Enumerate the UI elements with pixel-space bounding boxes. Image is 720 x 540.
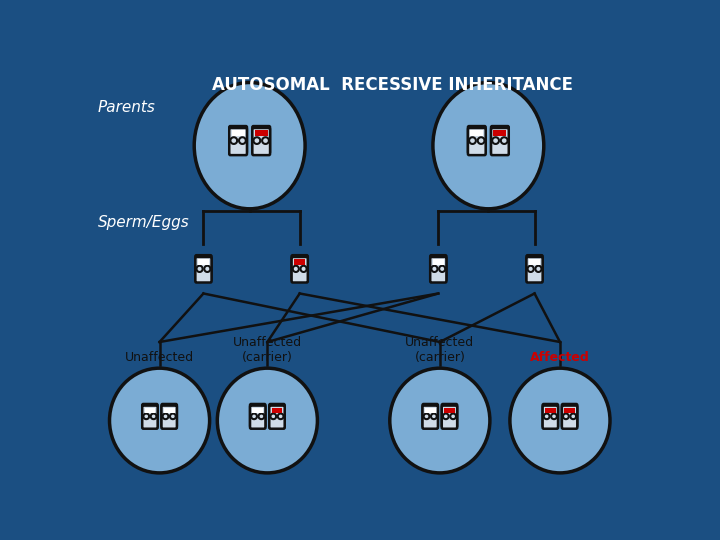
Bar: [425, 408, 436, 413]
FancyBboxPatch shape: [468, 128, 486, 155]
Bar: [198, 266, 210, 272]
Bar: [271, 414, 282, 418]
FancyBboxPatch shape: [250, 404, 266, 427]
FancyBboxPatch shape: [143, 406, 158, 429]
Bar: [470, 138, 483, 144]
FancyBboxPatch shape: [442, 406, 457, 429]
Bar: [271, 408, 282, 413]
Text: Unaffected: Unaffected: [125, 350, 194, 363]
FancyBboxPatch shape: [292, 257, 307, 282]
FancyBboxPatch shape: [526, 257, 543, 282]
FancyBboxPatch shape: [269, 406, 284, 429]
Bar: [255, 130, 268, 137]
FancyBboxPatch shape: [468, 126, 486, 153]
Bar: [294, 259, 305, 265]
FancyBboxPatch shape: [269, 404, 284, 427]
FancyBboxPatch shape: [292, 255, 307, 281]
Bar: [545, 408, 556, 413]
FancyBboxPatch shape: [491, 128, 509, 155]
Bar: [232, 130, 245, 137]
FancyBboxPatch shape: [195, 257, 212, 282]
Ellipse shape: [109, 368, 210, 473]
FancyBboxPatch shape: [423, 404, 438, 427]
Bar: [470, 130, 483, 137]
FancyBboxPatch shape: [431, 255, 446, 281]
FancyBboxPatch shape: [229, 126, 247, 153]
Bar: [564, 414, 575, 418]
FancyBboxPatch shape: [161, 404, 177, 427]
Ellipse shape: [390, 368, 490, 473]
Bar: [444, 408, 455, 413]
Bar: [145, 414, 156, 418]
Ellipse shape: [194, 83, 305, 209]
Text: Parents: Parents: [98, 100, 156, 114]
Text: Unaffected
(carrier): Unaffected (carrier): [405, 335, 474, 363]
FancyBboxPatch shape: [250, 406, 266, 429]
Bar: [493, 130, 506, 137]
Text: Affected: Affected: [530, 350, 590, 363]
Bar: [232, 138, 245, 144]
FancyBboxPatch shape: [423, 406, 438, 429]
Bar: [564, 408, 575, 413]
Bar: [528, 266, 540, 272]
Bar: [163, 408, 174, 413]
FancyBboxPatch shape: [143, 404, 158, 427]
Bar: [198, 259, 210, 265]
Bar: [433, 266, 444, 272]
Text: Unaffected
(carrier): Unaffected (carrier): [233, 335, 302, 363]
Bar: [493, 138, 506, 144]
FancyBboxPatch shape: [252, 128, 270, 155]
FancyBboxPatch shape: [562, 404, 577, 427]
Ellipse shape: [217, 368, 318, 473]
FancyBboxPatch shape: [543, 406, 558, 429]
FancyBboxPatch shape: [161, 406, 177, 429]
Bar: [545, 414, 556, 418]
Ellipse shape: [433, 83, 544, 209]
FancyBboxPatch shape: [491, 126, 509, 153]
FancyBboxPatch shape: [195, 255, 212, 281]
FancyBboxPatch shape: [431, 257, 446, 282]
Bar: [163, 414, 174, 418]
Bar: [145, 408, 156, 413]
Bar: [252, 408, 263, 413]
Bar: [252, 414, 263, 418]
FancyBboxPatch shape: [252, 126, 270, 153]
Text: Sperm/Eggs: Sperm/Eggs: [98, 215, 189, 230]
Text: AUTOSOMAL  RECESSIVE INHERITANCE: AUTOSOMAL RECESSIVE INHERITANCE: [212, 76, 572, 93]
FancyBboxPatch shape: [442, 404, 457, 427]
Bar: [528, 259, 540, 265]
Bar: [444, 414, 455, 418]
FancyBboxPatch shape: [526, 255, 543, 281]
Bar: [294, 266, 305, 272]
Bar: [255, 138, 268, 144]
Bar: [433, 259, 444, 265]
Bar: [425, 414, 436, 418]
FancyBboxPatch shape: [543, 404, 558, 427]
Ellipse shape: [510, 368, 610, 473]
FancyBboxPatch shape: [229, 128, 247, 155]
FancyBboxPatch shape: [562, 406, 577, 429]
